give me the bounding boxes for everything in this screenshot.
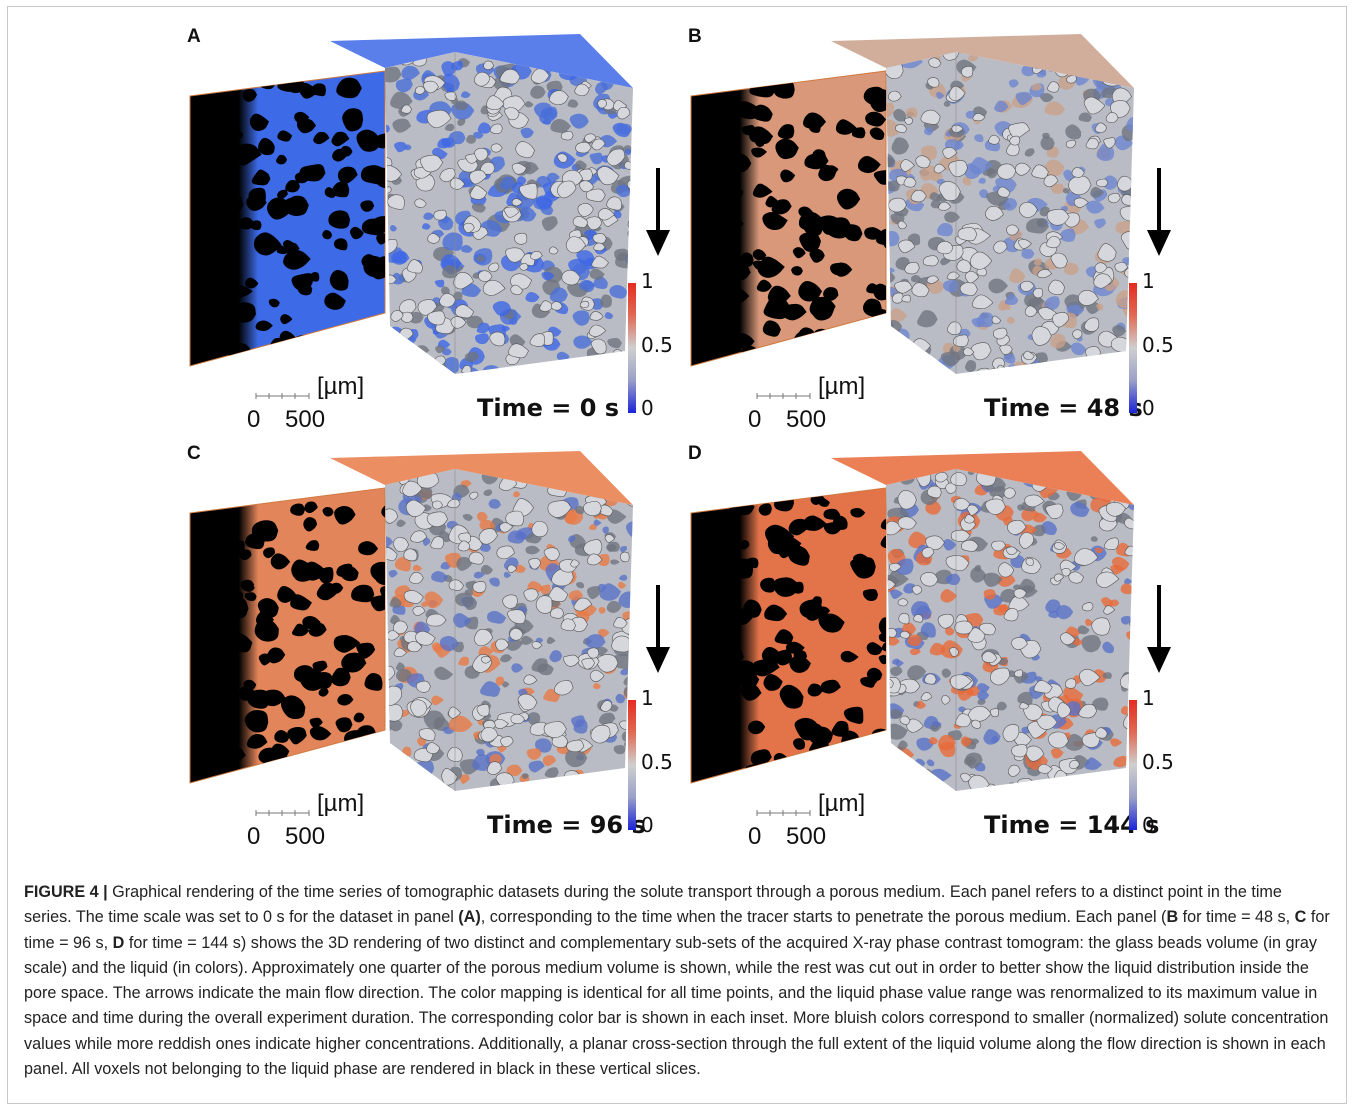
scale-bar-unit: [µm]	[818, 373, 866, 400]
caption-label: FIGURE 4 |	[24, 883, 108, 901]
figure-panel-c: C [µm] 0 500 Time = 96 s 1 0.5 0	[185, 443, 685, 853]
caption-text: Graphical rendering of the time series o…	[24, 883, 1282, 927]
flow-direction-arrow-icon	[646, 168, 670, 256]
scale-bar-start: 0	[748, 823, 762, 850]
scale-bar-unit: [µm]	[818, 790, 866, 817]
figure-caption: FIGURE 4 | Graphical rendering of the ti…	[24, 880, 1334, 1082]
scale-bar-end: 500	[786, 406, 827, 433]
rendering-3d	[189, 34, 633, 374]
scale-bar-end: 500	[285, 823, 326, 850]
color-bar-mid-label: 0.5	[1142, 750, 1174, 774]
color-bar-max-label: 1	[641, 269, 654, 293]
scale-bar-start: 0	[748, 406, 762, 433]
rendering-3d	[690, 451, 1134, 791]
caption-text: for time = 144 s) shows the 3D rendering…	[24, 933, 1329, 1079]
color-bar-max-label: 1	[641, 686, 654, 710]
color-bar-mid-label: 0.5	[641, 333, 673, 357]
caption-text: for time = 96 s,	[24, 908, 1330, 952]
scale-bar-start: 0	[247, 406, 261, 433]
scale-bar-line	[255, 810, 310, 816]
cube-front	[385, 469, 633, 791]
cube-top	[831, 451, 1134, 505]
cube-top	[330, 34, 633, 88]
figure-panel-d: D [µm] 0 500 Time = 144 s 1 0.5 0	[686, 443, 1186, 853]
flow-direction-arrow-icon	[1147, 585, 1171, 673]
color-bar-min-label: 0	[1142, 396, 1155, 420]
color-bar	[628, 283, 636, 413]
cross-section-slice	[690, 70, 887, 367]
figure-panel-a: A [µm] 0 500 Time = 0 s 1 0.5 0	[185, 26, 685, 436]
color-bar-max-label: 1	[1142, 269, 1155, 293]
color-bar-mid-label: 0.5	[1142, 333, 1174, 357]
scale-bar-unit: [µm]	[317, 373, 365, 400]
time-label: Time = 0 s	[477, 394, 620, 422]
caption-ref-b: B	[1166, 908, 1179, 927]
time-label: Time = 96 s	[487, 811, 646, 839]
color-bar-min-label: 0	[1142, 813, 1155, 837]
color-bar-min-label: 0	[641, 396, 654, 420]
scale-bar-line	[255, 393, 310, 399]
caption-ref-d: D	[112, 933, 125, 952]
scale-bar-start: 0	[247, 823, 261, 850]
caption-ref-c: C	[1294, 908, 1307, 927]
panel-letter: A	[187, 26, 201, 47]
cube-top	[831, 34, 1134, 88]
scale-bar-line	[756, 393, 811, 399]
flow-direction-arrow-icon	[1147, 168, 1171, 256]
color-bar-min-label: 0	[641, 813, 654, 837]
color-bar-max-label: 1	[1142, 686, 1155, 710]
cross-section-slice	[189, 487, 386, 784]
rendering-3d	[189, 451, 633, 791]
scale-bar-line	[756, 810, 811, 816]
time-label: Time = 48 s	[984, 394, 1143, 422]
color-bar	[1129, 283, 1137, 413]
flow-direction-arrow-icon	[646, 585, 670, 673]
caption-ref-a: (A)	[458, 908, 481, 927]
rendering-3d	[690, 34, 1134, 374]
color-bar	[1129, 700, 1137, 830]
scale-bar-end: 500	[285, 406, 326, 433]
figure-panel-b: B [µm] 0 500 Time = 48 s 1 0.5 0	[686, 26, 1186, 436]
caption-text: for time = 48 s,	[1178, 908, 1295, 927]
panel-letter: B	[688, 26, 702, 47]
scale-bar-unit: [µm]	[317, 790, 365, 817]
color-bar	[628, 700, 636, 830]
cube-top	[330, 451, 633, 505]
color-bar-mid-label: 0.5	[641, 750, 673, 774]
caption-text: , corresponding to the time when the tra…	[480, 908, 1167, 927]
panel-letter: C	[187, 443, 201, 464]
scale-bar-end: 500	[786, 823, 827, 850]
panel-letter: D	[688, 443, 702, 464]
